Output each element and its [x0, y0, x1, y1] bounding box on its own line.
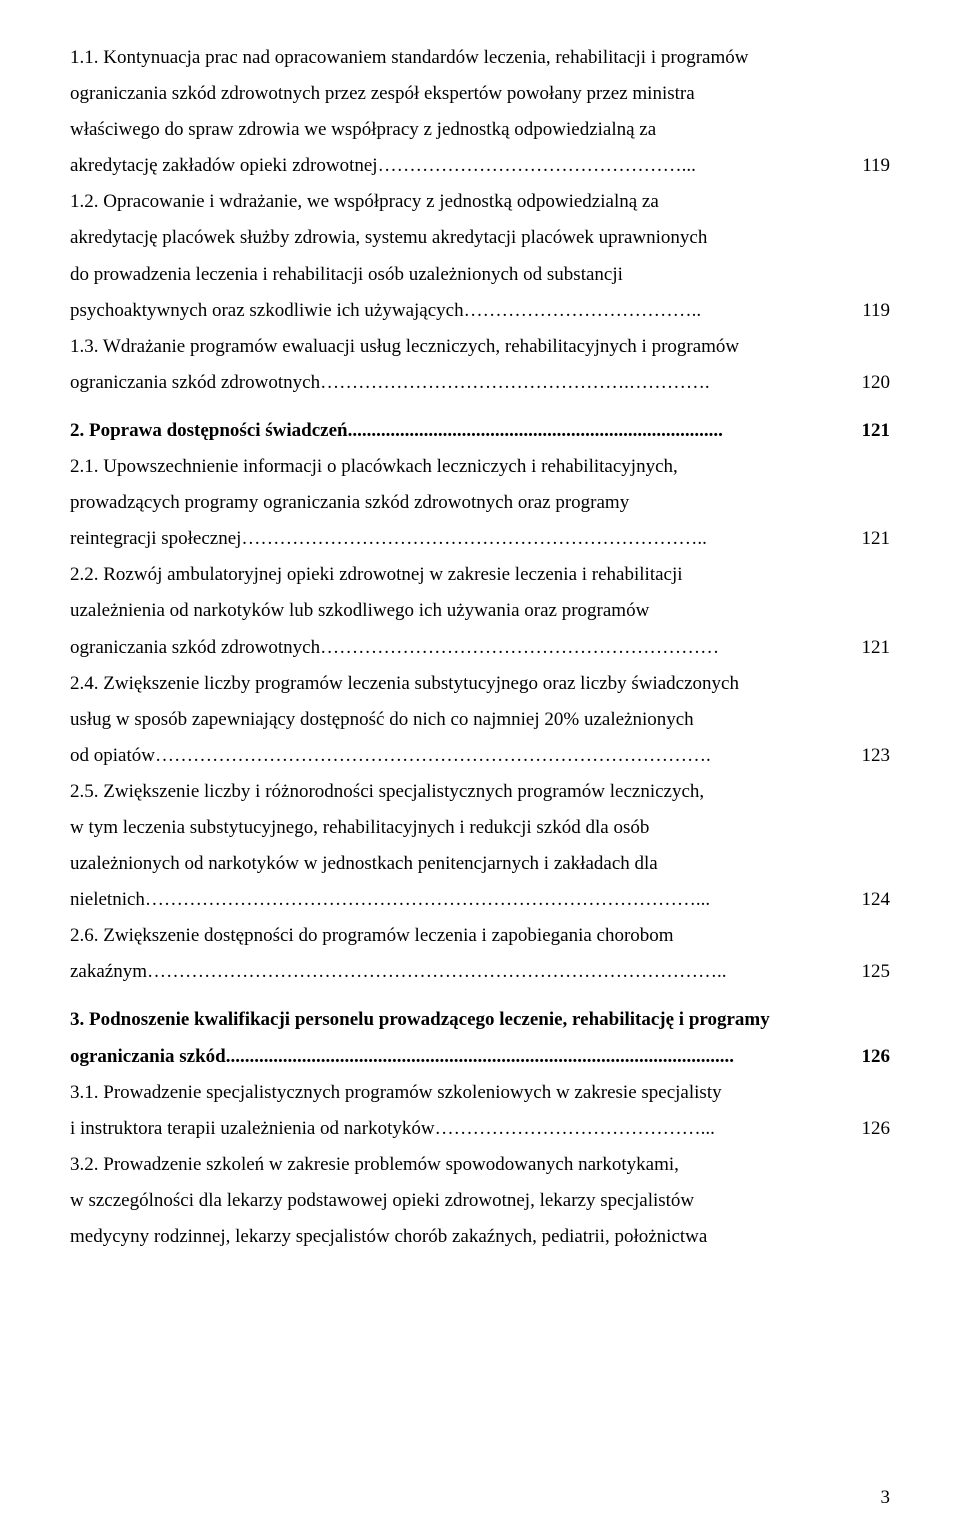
toc-entry-text: nieletnich…………………………………………………………………………….…	[70, 889, 710, 910]
toc-entry-text: Rozwój ambulatoryjnej opieki zdrowotnej …	[103, 564, 682, 585]
toc-entry-number: 2.2.	[70, 564, 99, 585]
toc-entry-text: w szczególności dla lekarzy podstawowej …	[70, 1190, 694, 1211]
toc-entry-page: 121	[832, 521, 890, 557]
toc-entry-number: 3.2.	[70, 1154, 99, 1175]
toc-entry-text: do prowadzenia leczenia i rehabilitacji …	[70, 264, 623, 285]
toc-entry: 1.2. Opracowanie i wdrażanie, we współpr…	[70, 184, 890, 328]
toc-entry-text: Prowadzenie szkoleń w zakresie problemów…	[103, 1154, 679, 1175]
toc-entry-text: usług w sposób zapewniający dostępność d…	[70, 709, 694, 730]
toc-entry-text: akredytację placówek służby zdrowia, sys…	[70, 227, 707, 248]
toc-entry: 1.3. Wdrażanie programów ewaluacji usług…	[70, 329, 890, 401]
toc-entry: 2.4. Zwiększenie liczby programów leczen…	[70, 666, 890, 774]
toc-entry: 2.1. Upowszechnienie informacji o placów…	[70, 449, 890, 557]
toc-entry-text: ograniczania szkód......................…	[70, 1046, 734, 1067]
toc-entry-text: psychoaktywnych oraz szkodliwie ich używ…	[70, 300, 701, 321]
toc-entry: 1.1. Kontynuacja prac nad opracowaniem s…	[70, 40, 890, 184]
toc-entry-text: właściwego do spraw zdrowia we współprac…	[70, 119, 656, 140]
toc-entry-number: 2.	[70, 420, 84, 441]
toc-entry-number: 1.1.	[70, 47, 99, 68]
toc-entry-number: 2.4.	[70, 673, 99, 694]
toc-entry-text: ograniczania szkód zdrowotnych……………………………	[70, 372, 710, 393]
toc-entry: 3.2. Prowadzenie szkoleń w zakresie prob…	[70, 1147, 890, 1255]
toc-entry-page: 125	[832, 954, 890, 990]
toc-entry-page: 126	[832, 1039, 890, 1075]
toc-entry-text: uzależnionych od narkotyków w jednostkac…	[70, 853, 658, 874]
toc-entry-text: Opracowanie i wdrażanie, we współpracy z…	[103, 191, 659, 212]
toc-entry-text: akredytację zakładów opieki zdrowotnej………	[70, 155, 696, 176]
toc-entry-page: 119	[832, 293, 890, 329]
toc-entry-text: uzależnienia od narkotyków lub szkodliwe…	[70, 600, 649, 621]
toc-entry-page: 121	[832, 630, 890, 666]
toc-entry-text: i instruktora terapii uzależnienia od na…	[70, 1118, 715, 1139]
toc-entry-number: 2.6.	[70, 925, 99, 946]
toc-entry-text: Poprawa dostępności świadczeń...........…	[89, 420, 723, 441]
page-number: 3	[881, 1487, 891, 1509]
toc-entry-page: 123	[832, 738, 890, 774]
toc-entry-text: reintegracji społecznej………………………………………………	[70, 528, 707, 549]
toc-entry-text: prowadzących programy ograniczania szkód…	[70, 492, 629, 513]
toc-entry-text: medycyny rodzinnej, lekarzy specjalistów…	[70, 1226, 707, 1247]
toc-entry: 2.5. Zwiększenie liczby i różnorodności …	[70, 774, 890, 918]
toc-entry-text: od opiatów…………………………………………………………………………….	[70, 745, 711, 766]
toc-entry-number: 1.2.	[70, 191, 99, 212]
toc-entry-text: Upowszechnienie informacji o placówkach …	[103, 456, 678, 477]
toc-entry-number: 2.5.	[70, 781, 99, 802]
toc-entry-text: Podnoszenie kwalifikacji personelu prowa…	[89, 1009, 770, 1030]
toc-entry: 2.2. Rozwój ambulatoryjnej opieki zdrowo…	[70, 557, 890, 665]
toc-entry-text: zakaźnym………………………………………………………………………………..	[70, 961, 727, 982]
toc-entry-text: Zwiększenie liczby i różnorodności specj…	[103, 781, 704, 802]
table-of-contents: 1.1. Kontynuacja prac nad opracowaniem s…	[70, 40, 890, 1255]
toc-entry: 2.6. Zwiększenie dostępności do programó…	[70, 918, 890, 990]
toc-entry-number: 2.1.	[70, 456, 99, 477]
toc-entry-text: Prowadzenie specjalistycznych programów …	[103, 1082, 721, 1103]
toc-entry-page: 121	[832, 413, 890, 449]
toc-entry-text: Zwiększenie liczby programów leczenia su…	[103, 673, 739, 694]
toc-entry: 3.1. Prowadzenie specjalistycznych progr…	[70, 1075, 890, 1147]
toc-entry-number: 3.	[70, 1009, 84, 1030]
toc-entry: 2. Poprawa dostępności świadczeń........…	[70, 413, 890, 449]
toc-entry: 3. Podnoszenie kwalifikacji personelu pr…	[70, 1002, 890, 1074]
toc-entry-text: Zwiększenie dostępności do programów lec…	[103, 925, 673, 946]
toc-entry-text: ograniczania szkód zdrowotnych……………………………	[70, 637, 719, 658]
document-page: 1.1. Kontynuacja prac nad opracowaniem s…	[0, 0, 960, 1537]
toc-entry-text: w tym leczenia substytucyjnego, rehabili…	[70, 817, 649, 838]
toc-entry-text: Kontynuacja prac nad opracowaniem standa…	[103, 47, 748, 68]
toc-entry-number: 3.1.	[70, 1082, 99, 1103]
toc-entry-page: 124	[832, 882, 890, 918]
toc-entry-page: 126	[832, 1111, 890, 1147]
toc-entry-text: ograniczania szkód zdrowotnych przez zes…	[70, 83, 695, 104]
toc-entry-text: Wdrażanie programów ewaluacji usług lecz…	[103, 336, 739, 357]
toc-entry-page: 119	[832, 148, 890, 184]
toc-entry-page: 120	[832, 365, 890, 401]
toc-entry-number: 1.3.	[70, 336, 99, 357]
